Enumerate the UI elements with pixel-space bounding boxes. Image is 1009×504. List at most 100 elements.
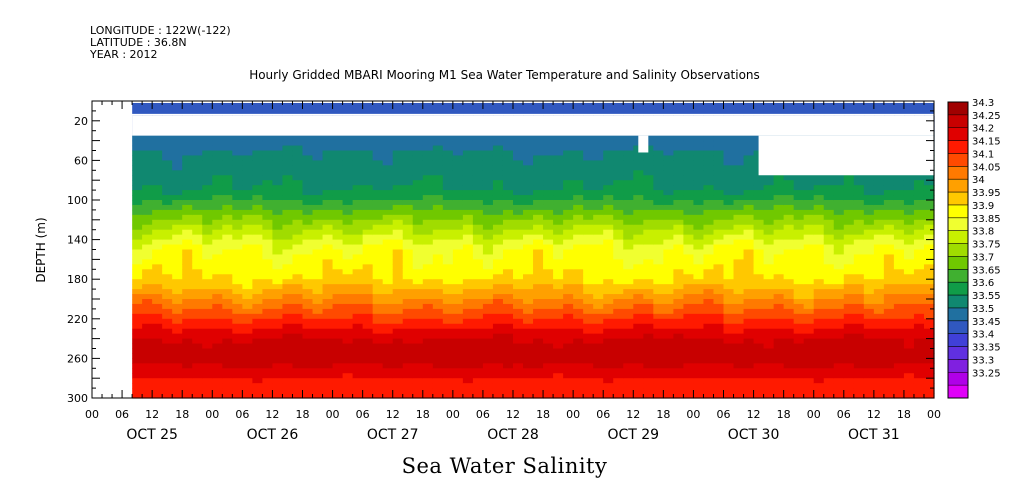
heatmap-cell <box>803 294 815 300</box>
heatmap-cell <box>623 239 634 246</box>
heatmap-cell <box>412 175 424 181</box>
heatmap-cell <box>833 195 845 201</box>
heatmap-cell <box>523 363 534 369</box>
heatmap-cell <box>442 150 454 157</box>
heatmap-cell <box>292 338 304 345</box>
heatmap-cell <box>212 289 223 295</box>
heatmap-cell <box>643 195 654 201</box>
heatmap-cell <box>613 200 624 206</box>
heatmap-cell <box>182 219 193 226</box>
heatmap-cell <box>452 373 464 379</box>
heatmap-cell <box>573 299 584 305</box>
heatmap-cell <box>302 165 314 171</box>
heatmap-cell <box>673 388 684 394</box>
heatmap-cell <box>573 155 584 161</box>
heatmap-cell <box>412 140 424 147</box>
y-tick-label: 220 <box>67 313 88 326</box>
heatmap-cell <box>432 299 444 305</box>
heatmap-cell <box>743 393 755 399</box>
heatmap-cell <box>452 140 464 147</box>
colorbar-label: 34.2 <box>972 124 994 135</box>
heatmap-cell <box>312 175 324 181</box>
heatmap-cell <box>132 284 143 290</box>
heatmap-cell <box>903 209 915 216</box>
heatmap-cell <box>563 229 574 236</box>
heatmap-cell <box>613 284 624 290</box>
heatmap-cell <box>142 254 153 260</box>
heatmap-cell <box>462 363 474 369</box>
heatmap-cell <box>783 388 795 394</box>
heatmap-cell <box>272 209 284 216</box>
heatmap-cell <box>382 175 394 181</box>
heatmap-cell <box>192 155 203 161</box>
heatmap-cell <box>462 185 474 191</box>
heatmap-cell <box>633 264 644 270</box>
heatmap-cell <box>172 150 183 157</box>
heatmap-cell <box>142 224 153 231</box>
heatmap-cell <box>843 393 855 399</box>
heatmap-cell <box>422 185 434 191</box>
heatmap-cell <box>863 274 875 280</box>
heatmap-cell <box>883 190 895 196</box>
heatmap-cell <box>603 269 614 275</box>
heatmap-cell <box>723 259 735 265</box>
heatmap-cell <box>643 269 654 275</box>
heatmap-cell <box>312 323 324 330</box>
heatmap-cell <box>242 299 253 305</box>
heatmap-cell <box>723 284 735 290</box>
heatmap-cell <box>813 175 825 181</box>
heatmap-cell <box>232 145 243 152</box>
heatmap-cell <box>613 175 624 181</box>
heatmap-cell <box>192 313 203 320</box>
heatmap-cell <box>743 388 755 394</box>
heatmap-cell <box>482 204 494 211</box>
heatmap-cell <box>863 358 875 364</box>
heatmap-cell <box>272 308 284 315</box>
heatmap-cell <box>583 323 594 330</box>
heatmap-cell <box>643 244 654 251</box>
heatmap-cell <box>442 224 454 231</box>
heatmap-cell <box>773 234 785 241</box>
heatmap-cell <box>502 318 514 325</box>
heatmap-cell <box>502 234 514 241</box>
heatmap-cell <box>282 195 294 201</box>
heatmap-cell <box>312 180 324 186</box>
heatmap-cell <box>502 383 514 389</box>
heatmap-cell <box>603 373 614 379</box>
heatmap-cell <box>412 229 424 236</box>
heatmap-cell <box>282 165 294 171</box>
heatmap-cell <box>823 209 835 216</box>
heatmap-cell <box>693 145 705 152</box>
heatmap-cell <box>693 224 705 231</box>
heatmap-cell <box>673 244 684 251</box>
heatmap-cell <box>282 209 294 216</box>
heatmap-cell <box>853 328 865 335</box>
heatmap-cell <box>873 303 885 310</box>
heatmap-cell <box>783 229 795 236</box>
x-day-label: OCT 29 <box>607 427 659 443</box>
heatmap-cell <box>392 229 404 236</box>
heatmap-cell <box>523 328 534 335</box>
heatmap-cell <box>402 155 414 161</box>
heatmap-cell <box>432 229 444 236</box>
heatmap-cell <box>502 338 514 345</box>
heatmap-cell <box>893 209 905 216</box>
heatmap-cell <box>683 155 695 161</box>
heatmap-cell <box>563 180 574 186</box>
heatmap-cell <box>452 279 464 285</box>
heatmap-cell <box>482 180 494 186</box>
heatmap-cell <box>492 165 504 171</box>
heatmap-cell <box>162 348 173 355</box>
heatmap-cell <box>623 209 634 216</box>
heatmap-cell <box>743 264 755 270</box>
heatmap-cell <box>583 289 594 295</box>
heatmap-cell <box>202 338 213 345</box>
heatmap-cell <box>603 308 614 315</box>
heatmap-cell <box>533 348 544 355</box>
heatmap-cell <box>412 254 424 260</box>
heatmap-cell <box>873 348 885 355</box>
heatmap-cell <box>583 185 594 191</box>
heatmap-cell <box>482 209 494 216</box>
heatmap-cell <box>753 393 765 399</box>
heatmap-cell <box>252 254 263 260</box>
